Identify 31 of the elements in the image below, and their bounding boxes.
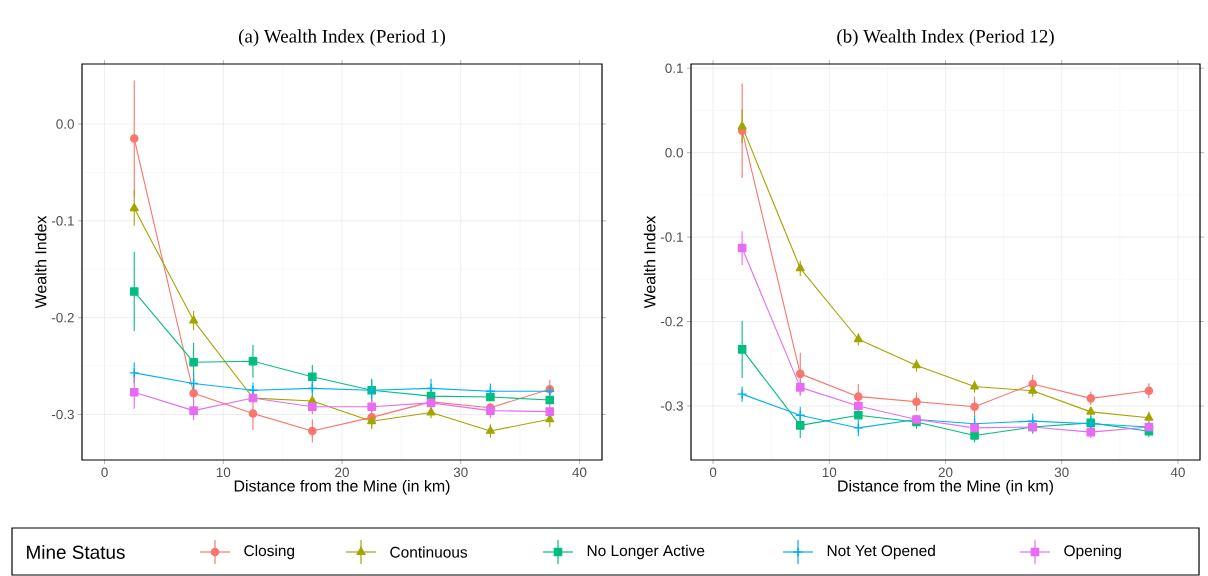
x-tick-label: 30 bbox=[1054, 467, 1069, 478]
chart-title: (a) Wealth Index (Period 1) bbox=[239, 29, 445, 47]
chart-title: (b) Wealth Index (Period 12) bbox=[837, 29, 1054, 47]
y-tick-label: -0.3 bbox=[51, 409, 74, 420]
y-tick-label: -0.1 bbox=[660, 232, 683, 242]
y-tick-label: 0.1 bbox=[665, 63, 683, 73]
y-tick-label: -0.1 bbox=[51, 216, 74, 226]
legend-label: No Longer Active bbox=[587, 544, 705, 560]
legend-title: Mine Status bbox=[27, 545, 125, 559]
x-tick-label: 40 bbox=[1170, 467, 1185, 478]
x-tick-label: 10 bbox=[216, 467, 231, 478]
x-tick-label: 0 bbox=[101, 467, 108, 478]
legend-label: Opening bbox=[1064, 544, 1121, 560]
legend-label: Not Yet Opened bbox=[827, 544, 935, 560]
x-tick-label: 0 bbox=[709, 467, 717, 478]
y-axis-title: Wealth Index bbox=[34, 215, 47, 309]
x-tick-label: 40 bbox=[572, 467, 587, 478]
y-tick-label: -0.3 bbox=[660, 401, 683, 411]
y-tick-label: 0.0 bbox=[56, 119, 74, 129]
x-tick-label: 30 bbox=[453, 467, 468, 478]
y-tick-label: 0.0 bbox=[665, 147, 683, 158]
x-axis-title: Distance from the Mine (in km) bbox=[234, 479, 450, 495]
x-tick-label: 20 bbox=[938, 467, 953, 478]
y-tick-label: -0.2 bbox=[51, 312, 74, 323]
legend-label: Closing bbox=[244, 544, 295, 560]
x-tick-label: 20 bbox=[335, 467, 349, 478]
legend-label: Continuous bbox=[390, 546, 468, 558]
x-axis-title: Distance from the Mine (in km) bbox=[838, 479, 1053, 495]
y-axis-title: Wealth Index bbox=[643, 215, 656, 309]
x-tick-label: 10 bbox=[822, 467, 837, 478]
y-tick-label: -0.2 bbox=[660, 316, 683, 327]
